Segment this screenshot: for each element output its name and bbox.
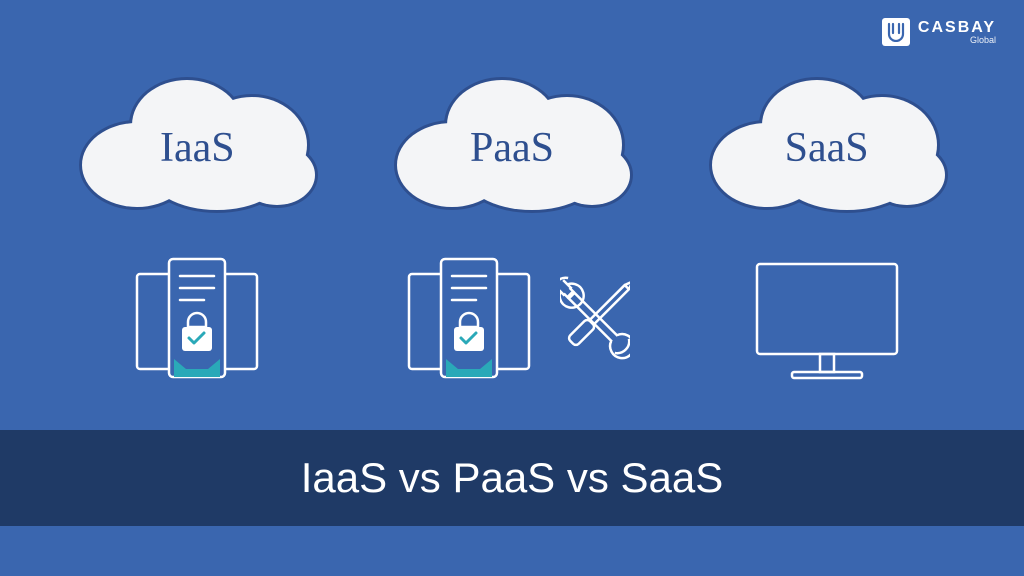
icon-row-iaas [122,244,272,394]
brand-logo: CASBAY Global [882,18,996,46]
column-saas: SaaS [677,70,977,394]
logo-text: CASBAY Global [918,20,996,45]
cloud-paas: PaaS [382,70,642,220]
cloud-iaas: IaaS [67,70,327,220]
cloud-label-paas: PaaS [470,124,554,172]
monitor-icon [742,249,912,389]
column-paas: PaaS [362,70,662,394]
logo-mark [882,18,910,46]
logo-subtitle: Global [918,36,996,45]
columns-container: IaaS [0,70,1024,394]
server-lock-icon [122,244,272,394]
server-lock-icon [394,244,544,394]
cloud-label-iaas: IaaS [160,124,235,172]
icon-row-paas [394,244,630,394]
banner-title: IaaS vs PaaS vs SaaS [301,454,724,502]
logo-brand-name: CASBAY [918,20,996,36]
infographic-canvas: CASBAY Global [0,0,1024,576]
tools-icon [560,269,630,369]
column-iaas: IaaS [47,70,347,394]
cloud-saas: SaaS [697,70,957,220]
title-banner: IaaS vs PaaS vs SaaS [0,430,1024,526]
icon-row-saas [742,244,912,394]
cloud-label-saas: SaaS [785,124,869,172]
